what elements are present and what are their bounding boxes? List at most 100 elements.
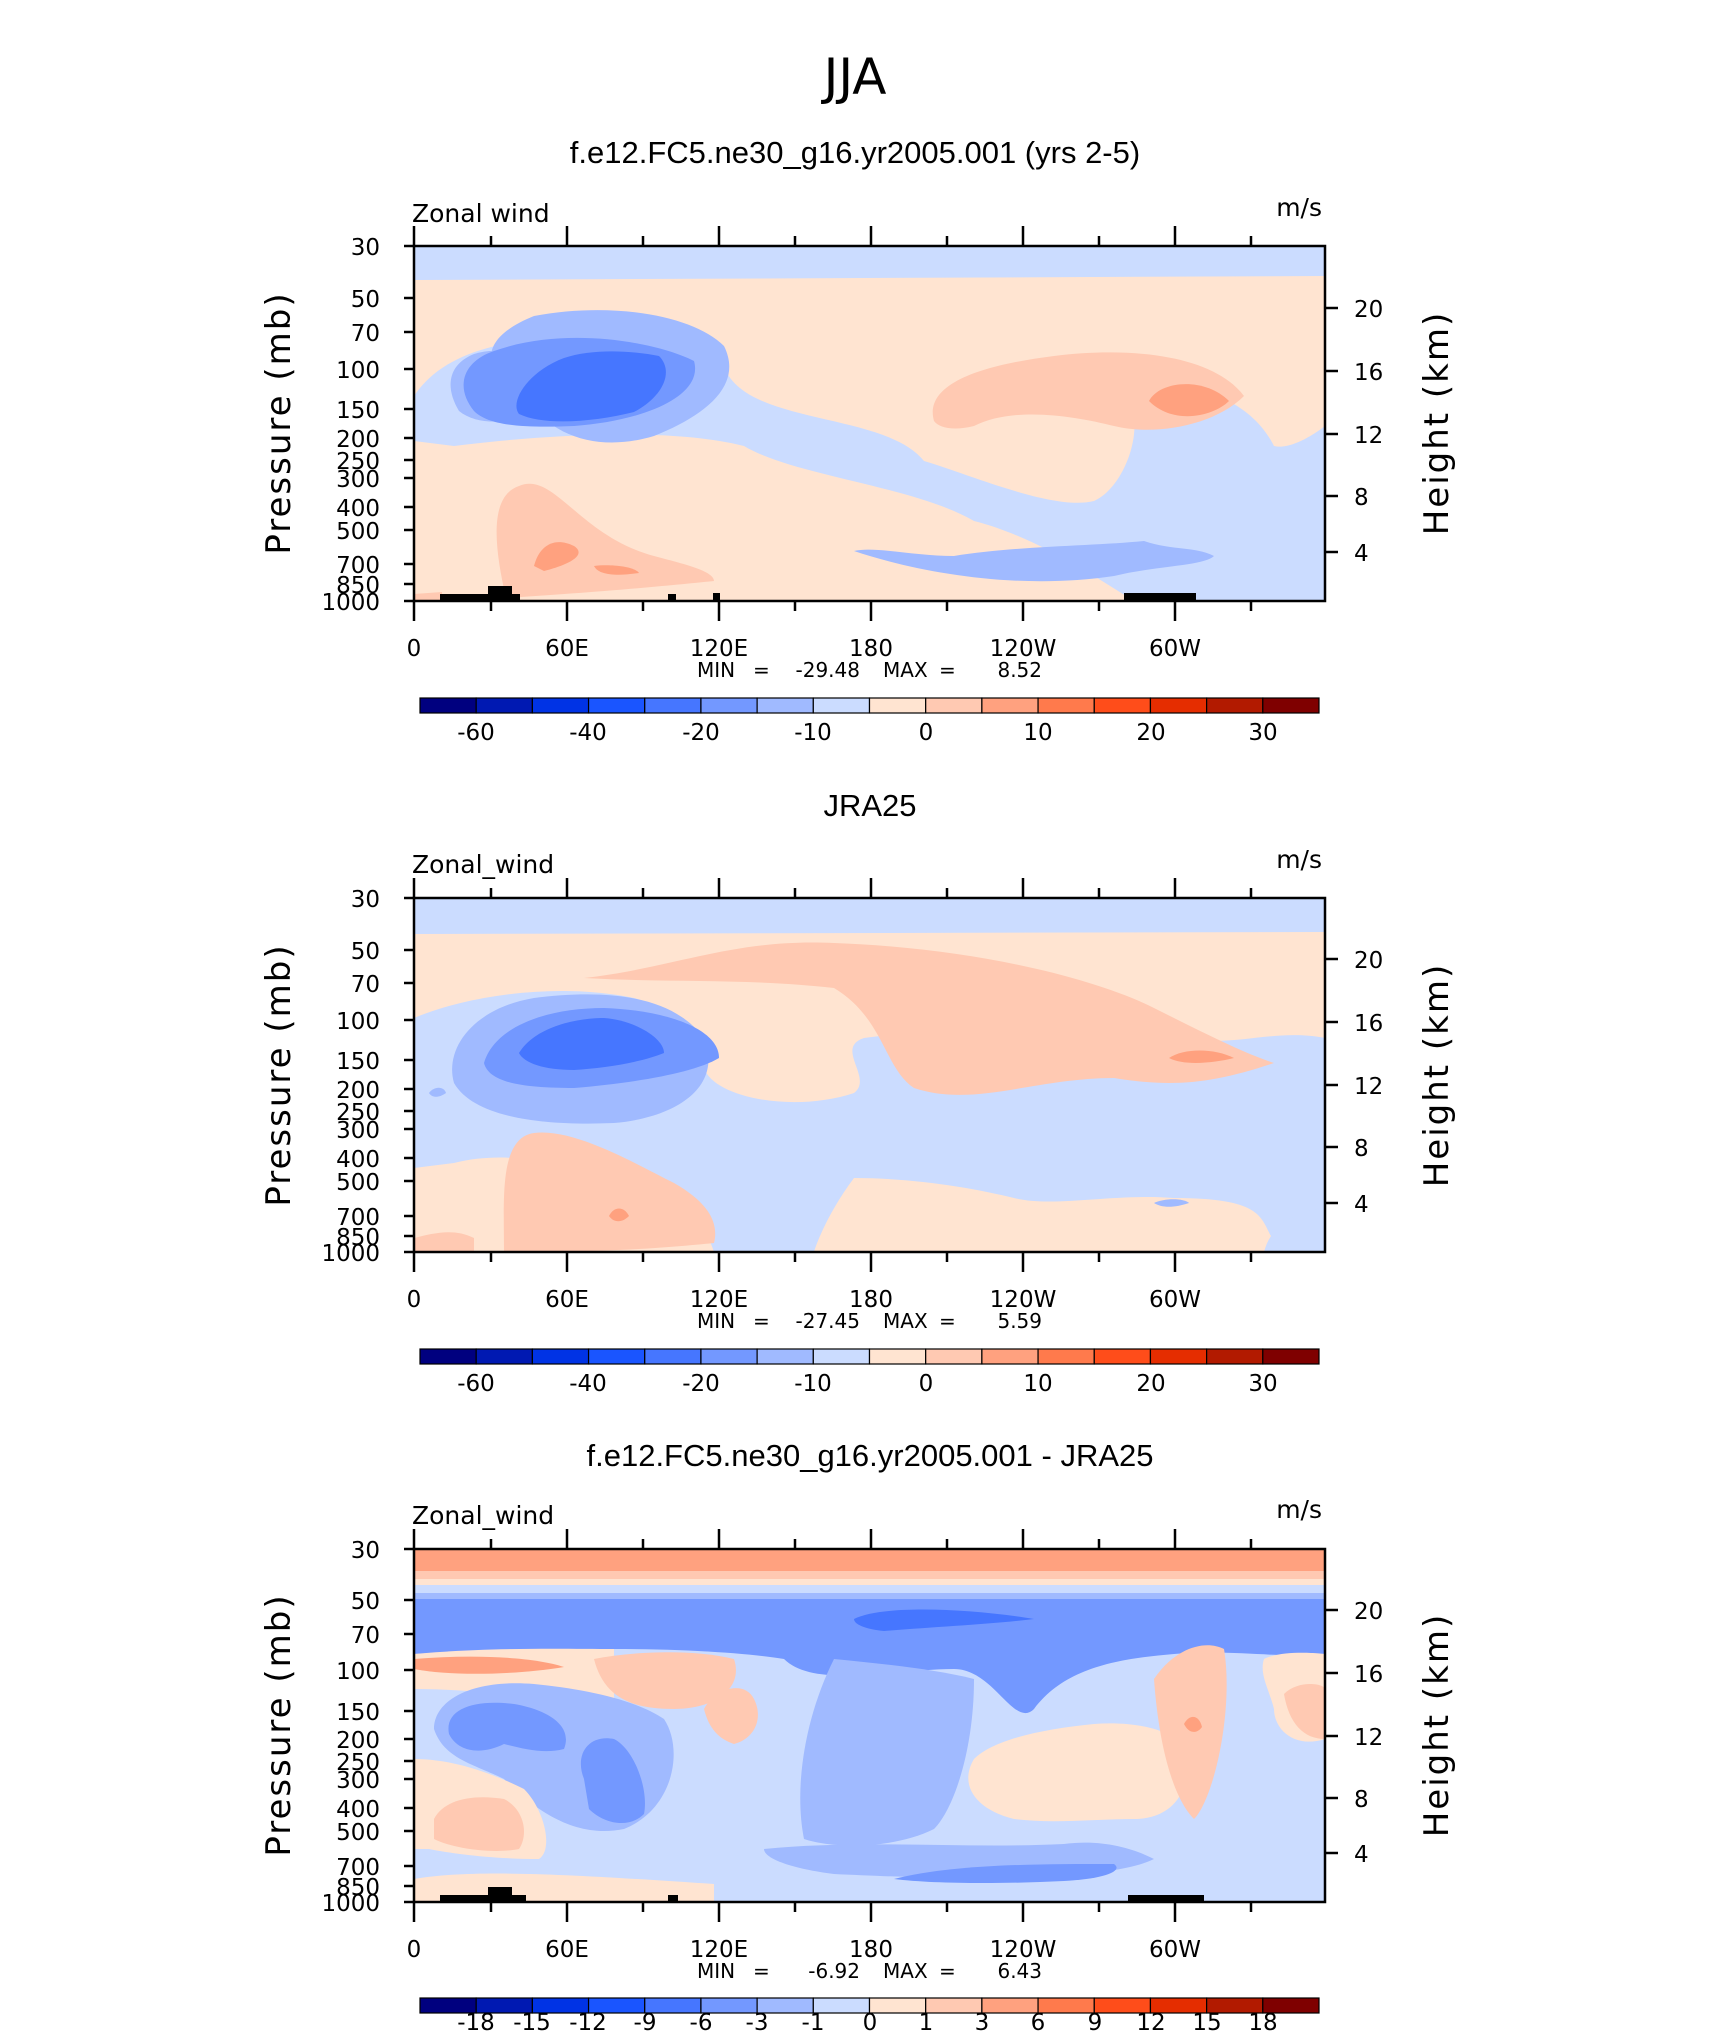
panel-2-plot xyxy=(414,898,1325,1252)
panel-3-negative-center xyxy=(800,1659,974,1846)
panel-1-strat-easterly xyxy=(414,246,1325,280)
panel-1-colorbar-box xyxy=(1149,697,1208,714)
panel-1-colorbar-box xyxy=(756,697,814,714)
panel-1-cb-label: -10 xyxy=(794,720,832,746)
panel-1-colorbar-box xyxy=(419,697,477,714)
panel-1-colorbar-box xyxy=(925,697,983,714)
panel-2-ytick: 100 xyxy=(336,1009,380,1035)
panel-1-topography-africa xyxy=(440,586,520,601)
panel-3-colorbar-box xyxy=(1262,1997,1320,2014)
panel-1-cb-label: 10 xyxy=(1023,720,1052,746)
panel-3-colorbar-box xyxy=(868,1997,927,2014)
panel-3-ytick: 100 xyxy=(336,1659,380,1685)
panel-3-cb-label: 0 xyxy=(863,2010,878,2036)
panel-3-y2tick: 20 xyxy=(1354,1599,1383,1625)
panel-1-colorbar xyxy=(419,697,1320,714)
panel-2-colorbar-box xyxy=(925,1348,983,1365)
panel-2-cb-label: -20 xyxy=(682,1371,720,1397)
panel-1-topography-asia xyxy=(668,594,676,601)
panel-1-variable-label: Zonal wind xyxy=(412,199,550,228)
panel-3-ytick: 250 xyxy=(336,1750,380,1776)
panel-3-positive-blob xyxy=(704,1688,758,1744)
panel-3-positive-east xyxy=(1154,1645,1227,1819)
panel-1: f.e12.FC5.ne30_g16.yr2005.001 (yrs 2-5) … xyxy=(259,135,1457,746)
panel-3-min-value: -6.92 xyxy=(808,1959,860,1983)
panel-2-xtick: 120W xyxy=(990,1287,1057,1313)
panel-3-colorbar-labels: -18 -15 -12 -9 -6 -3 -1 0 1 3 6 9 12 15 … xyxy=(457,2010,1277,2036)
panel-3-top-band-2 xyxy=(414,1571,1325,1579)
panel-1-xtick: 120E xyxy=(690,636,748,662)
panel-1-surface-patch xyxy=(414,592,442,601)
panel-2-ytick: 400 xyxy=(336,1147,380,1173)
panel-2-ytick: 1000 xyxy=(321,1241,380,1267)
panel-2-colorbar-box xyxy=(587,1348,646,1365)
panel-1-y2label: Height (km) xyxy=(1417,311,1457,536)
panel-1-ytick: 850 xyxy=(336,573,380,599)
panel-1-min-label: MIN xyxy=(697,658,735,682)
panel-2-ytick: 500 xyxy=(336,1170,380,1196)
panel-3-y2label: Height (km) xyxy=(1417,1613,1457,1838)
panel-1-x-axis: 0 60E 120E 180 120W 60W xyxy=(407,226,1253,662)
panel-2-colorbar-labels: -60 -40 -20 -10 0 10 20 30 xyxy=(457,1371,1277,1397)
panel-2-y2tick: 8 xyxy=(1354,1136,1369,1162)
panel-3-cb-label: 1 xyxy=(919,2010,934,2036)
panel-2-units-label: m/s xyxy=(1276,845,1322,874)
panel-1-colorbar-box xyxy=(868,697,927,714)
panel-2-min-label: MIN xyxy=(697,1309,735,1333)
panel-1-ytick: 400 xyxy=(336,496,380,522)
panel-3-top-band xyxy=(414,1549,1325,1571)
panel-2-ytick: 30 xyxy=(351,887,380,913)
panel-1-max-value: 8.52 xyxy=(997,658,1042,682)
panel-1-units-label: m/s xyxy=(1276,193,1322,222)
panel-3-cb-label: -9 xyxy=(634,2010,657,2036)
panel-2-colorbar-box xyxy=(1037,1348,1095,1365)
panel-3-colorbar xyxy=(419,1997,1320,2014)
panel-2-xtick: 180 xyxy=(849,1287,893,1313)
panel-2-colorbar-box xyxy=(475,1348,533,1365)
panel-2-ylabel: Pressure (mb) xyxy=(259,943,299,1206)
panel-3-xtick: 0 xyxy=(407,1937,422,1963)
panel-3-cb-label: 15 xyxy=(1192,2010,1221,2036)
panel-2-colorbar-box xyxy=(1262,1348,1320,1365)
panel-2-colorbar-box xyxy=(756,1348,814,1365)
panel-3-xtick: 60E xyxy=(545,1937,589,1963)
panel-1-y2-axis: 20 16 12 8 4 Height (km) xyxy=(1325,297,1457,567)
panel-1-colorbar-labels: -60 -40 -20 -10 0 10 20 30 xyxy=(457,720,1277,746)
panel-1-max-eq: = xyxy=(939,658,956,682)
panel-2-y2label: Height (km) xyxy=(1417,963,1457,1188)
panel-3-upper-positive-mid xyxy=(594,1652,736,1709)
panel-3-top-band-4 xyxy=(414,1585,1325,1593)
panel-1-jet-inner xyxy=(516,351,666,422)
panel-3-xtick: 120E xyxy=(690,1937,748,1963)
panel-1-upper-westerly-core xyxy=(1149,384,1229,417)
panel-2-cb-label: 10 xyxy=(1023,1371,1052,1397)
panel-2-xtick: 120E xyxy=(690,1287,748,1313)
panel-1-colorbar-box xyxy=(700,697,758,714)
panel-2-colorbar-box xyxy=(419,1348,477,1365)
panel-3-negative-lower-core xyxy=(894,1864,1117,1884)
panel-1-y2tick: 12 xyxy=(1354,423,1383,449)
panel-2-colorbar-box xyxy=(531,1348,590,1365)
panel-3-cb-label: 6 xyxy=(1031,2010,1046,2036)
panel-1-ytick: 500 xyxy=(336,519,380,545)
panel-1-y-axis: 30 50 70 100 150 200 250 300 400 500 700… xyxy=(259,235,414,616)
panel-3-max-value: 6.43 xyxy=(997,1959,1042,1983)
panel-3-y2tick: 12 xyxy=(1354,1725,1383,1751)
panel-2-frame xyxy=(412,896,1327,1254)
panel-2-cb-label: 30 xyxy=(1248,1371,1277,1397)
panel-1-colorbar-box xyxy=(1093,697,1152,714)
panel-2-x-axis: 0 60E 120E 180 120W 60W xyxy=(407,878,1253,1313)
panel-2-cb-label: 20 xyxy=(1136,1371,1165,1397)
panel-3-top-band-5 xyxy=(414,1593,1325,1599)
panel-1-colorbar-box xyxy=(1206,697,1264,714)
panel-2-minmax: MIN = -27.45 MAX = 5.59 xyxy=(697,1309,1042,1333)
panel-3-ytick: 1000 xyxy=(321,1891,380,1917)
panel-3-positive-east-core xyxy=(1184,1716,1202,1732)
panel-1-colorbar-box xyxy=(475,697,533,714)
panel-1-colorbar-box xyxy=(587,697,646,714)
panel-2-upper-westerly xyxy=(584,942,1274,1095)
panel-3-y2tick: 4 xyxy=(1354,1842,1369,1868)
panel-3-ytick: 400 xyxy=(336,1797,380,1823)
panel-2-y2-axis: 20 16 12 8 4 Height (km) xyxy=(1325,948,1457,1218)
